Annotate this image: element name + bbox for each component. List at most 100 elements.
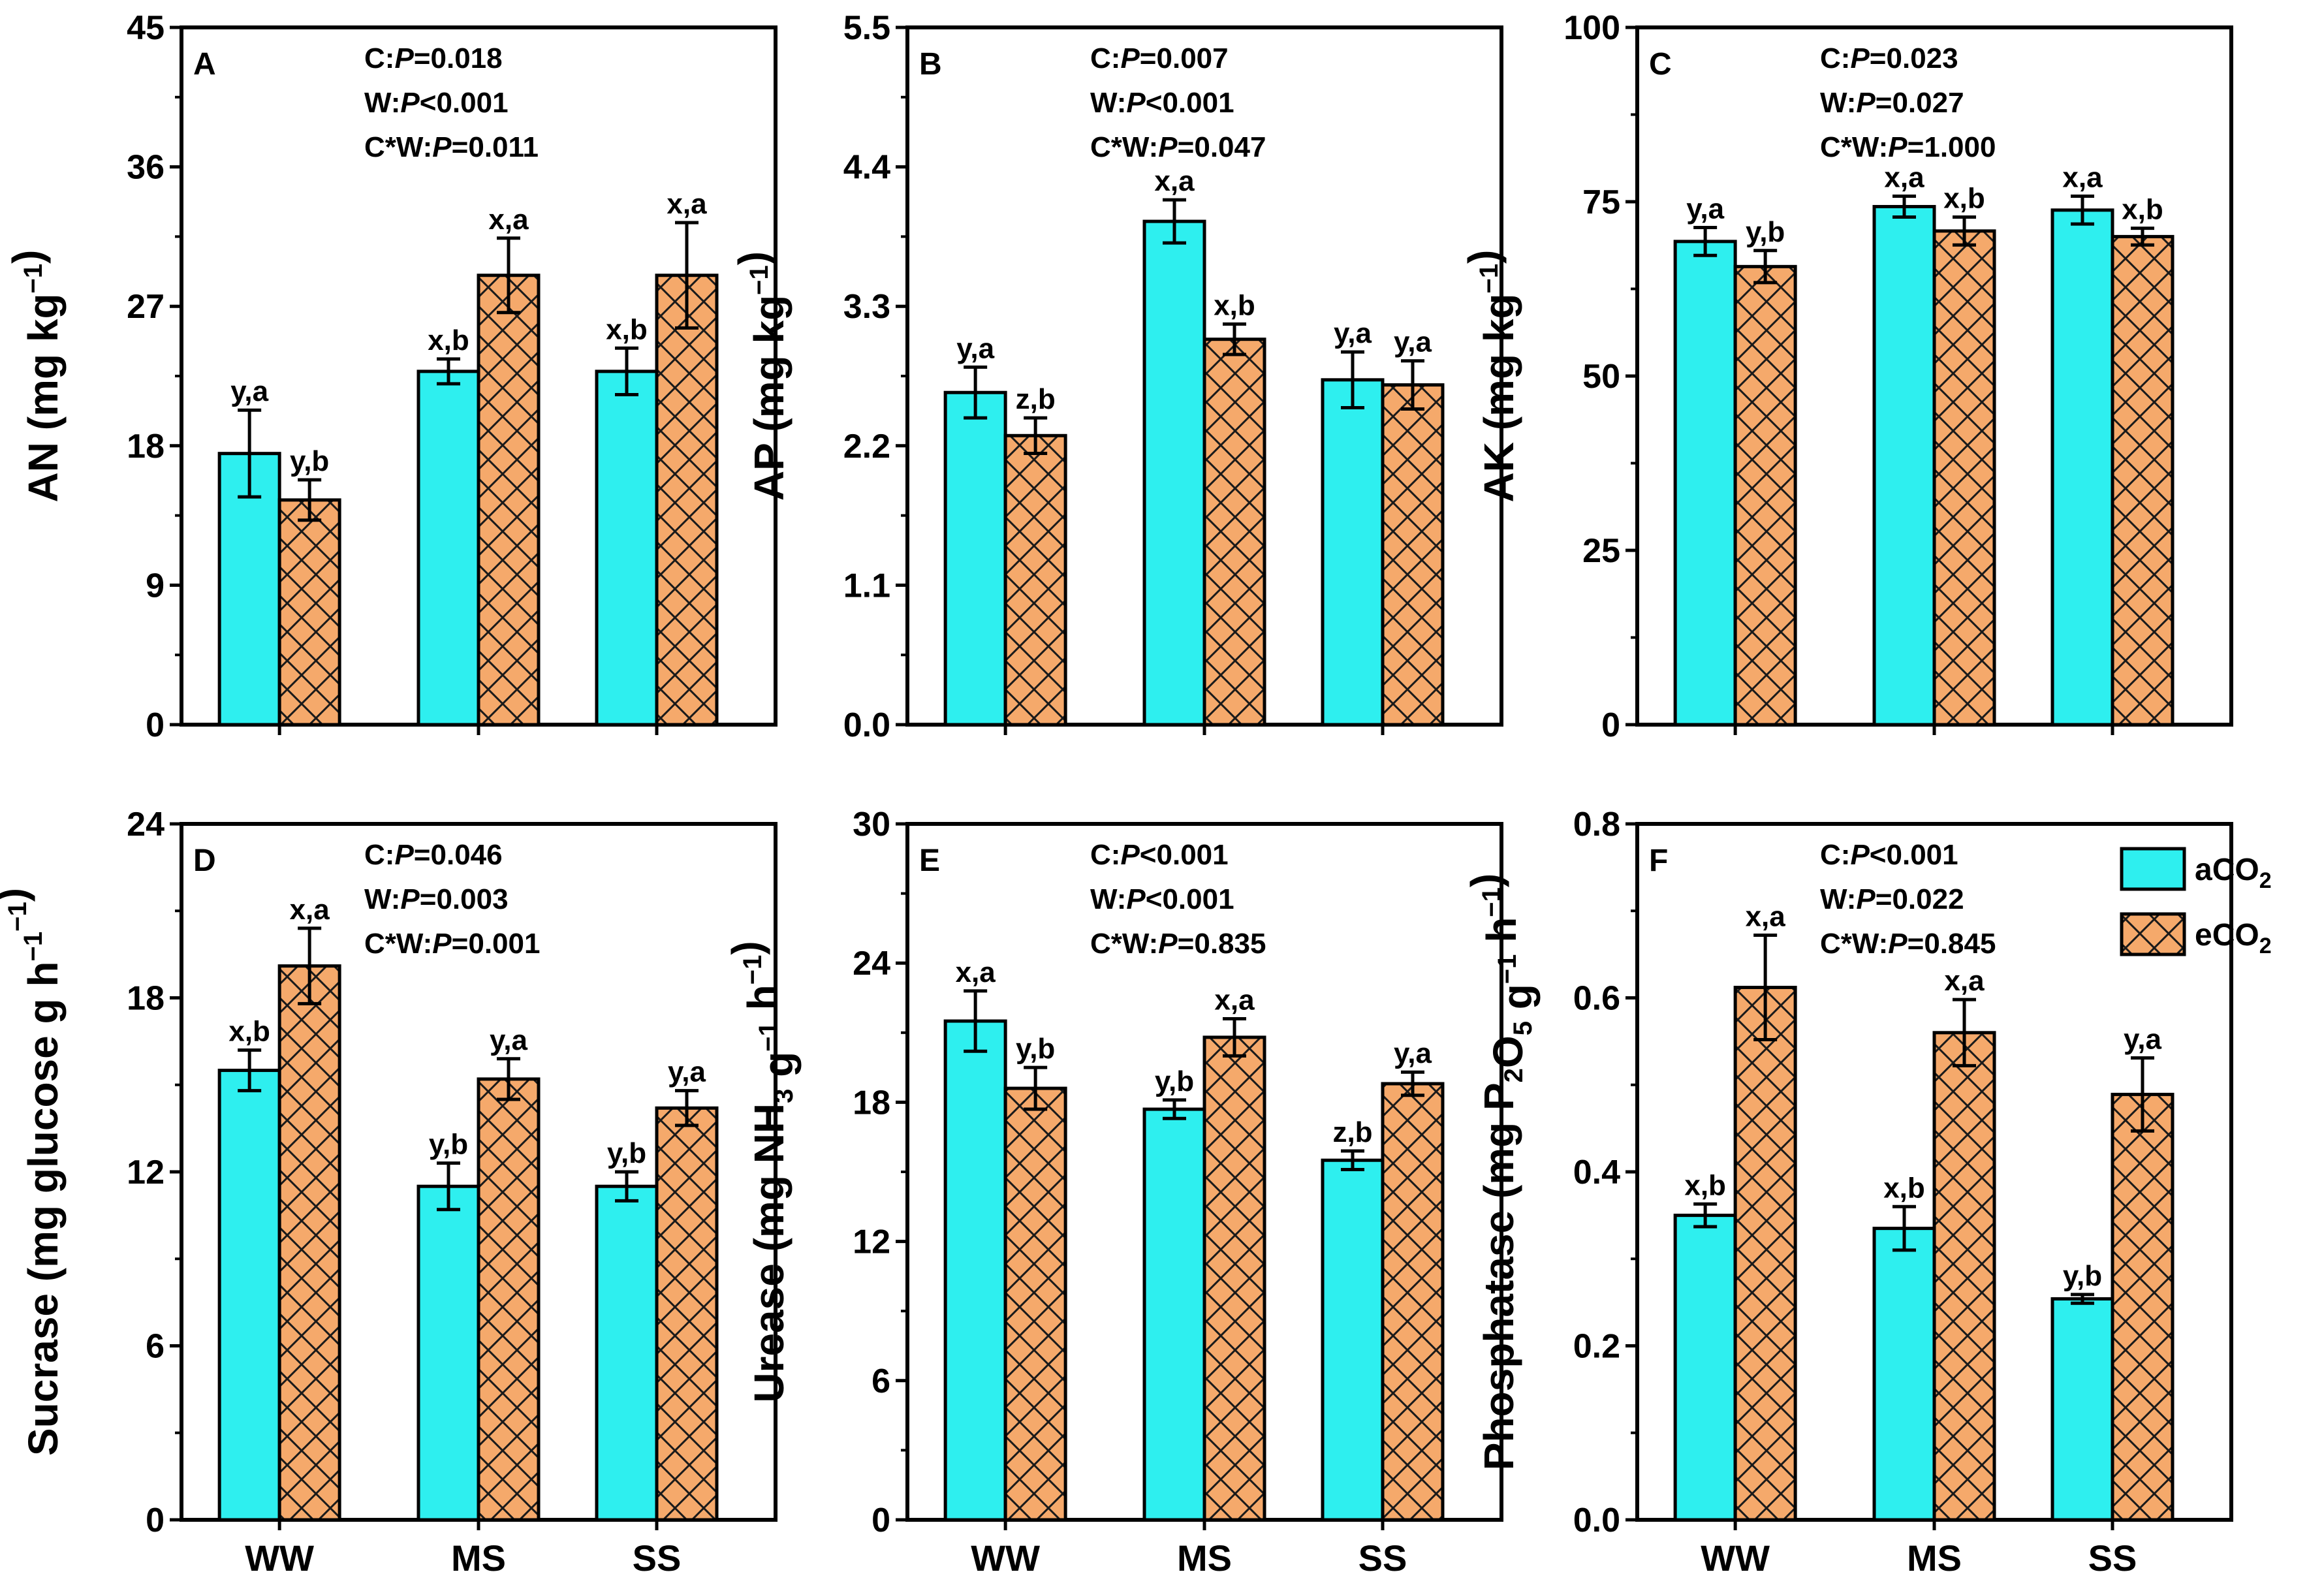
significance-label: x,a [1746, 901, 1786, 933]
bar-aco2-ss [2050, 208, 2114, 727]
y-tick-label: 0.4 [1573, 1154, 1620, 1191]
bar-eco2-ss [655, 1106, 719, 1522]
y-tick-label: 18 [853, 1084, 890, 1122]
y-axis-title: Sucrase (mg glucose g h−1−1) [0, 888, 67, 1456]
significance-label: y,a [1394, 326, 1432, 358]
bar-eco2-ms [477, 274, 541, 727]
chart-panel-a: 0 9 18 27 36 45 AN (mg kg−1) A C:P=0.018 W:P<0.00… [4, 9, 777, 744]
significance-label: x,b [1684, 1169, 1726, 1201]
y-tick-label: 5.5 [843, 9, 890, 47]
y-tick-label: 0 [146, 1502, 165, 1539]
chart-panel-c: 0 25 50 75 100 AK (mg kg−1) C C:P=0.023 W:P=0.02… [1460, 9, 2233, 744]
bar-aco2-ww [943, 1019, 1007, 1522]
significance-label: x,b [1214, 289, 1255, 321]
x-tick-label: WW [1701, 1537, 1770, 1574]
stat-annotation: C:P=0.046 [364, 839, 503, 871]
bar-eco2-ss [1381, 383, 1445, 727]
panel-letter: A [193, 47, 216, 82]
y-tick-label: 18 [127, 428, 165, 465]
x-tick-label: WW [245, 1537, 314, 1574]
significance-label: y,b [2063, 1260, 2102, 1292]
significance-label: y,a [1334, 317, 1372, 349]
legend-label: eCO2 [2195, 918, 2272, 958]
bar-eco2-ms [1932, 229, 1996, 727]
y-tick-label: 9 [146, 567, 165, 605]
y-tick-label: 0.2 [1573, 1328, 1620, 1366]
y-tick-label: 36 [127, 149, 165, 187]
y-tick-label: 0 [1601, 706, 1620, 744]
bar-aco2-ms [1142, 1107, 1206, 1522]
bar-eco2-ww [1733, 264, 1797, 727]
stat-annotation: W:P=0.022 [1820, 883, 1964, 915]
significance-label: x,a [956, 956, 996, 988]
x-tick-label: SS [633, 1537, 682, 1574]
y-tick-label: 2.2 [843, 428, 890, 465]
stat-annotation: C*W:P=1.000 [1820, 131, 1996, 163]
bar-aco2-ms [1872, 1227, 1936, 1522]
significance-label: y,b [1746, 216, 1785, 248]
x-tick-label: WW [971, 1537, 1040, 1574]
y-tick-label: 0 [872, 1502, 890, 1539]
bar-aco2-ww [1673, 1214, 1737, 1522]
stat-annotation: W:P=0.027 [1820, 87, 1964, 119]
bar-aco2-ss [1321, 1158, 1385, 1522]
stat-annotation: C*W:P=0.047 [1090, 131, 1266, 163]
significance-label: z,b [1332, 1116, 1372, 1148]
x-tick-label: SS [2088, 1537, 2137, 1574]
significance-label: x,a [1884, 161, 1924, 193]
y-tick-label: 3.3 [843, 288, 890, 326]
y-tick-label: 12 [853, 1223, 890, 1261]
y-tick-label: 0.6 [1573, 980, 1620, 1018]
legend-swatch [2120, 847, 2186, 891]
bar-eco2-ms [1202, 1035, 1266, 1522]
stat-annotation: C*W:P=0.845 [1820, 928, 1996, 960]
significance-label: y,b [1155, 1065, 1194, 1097]
panel-letter: D [193, 843, 216, 878]
y-tick-label: 0.0 [1573, 1502, 1620, 1539]
y-axis-title: Urease (mg NH3 g−1 h−1) [723, 941, 802, 1402]
chart-panel-b: 0.0 1.1 2.2 3.3 4.4 5.5 AP (mg kg−1) B C:P=0.007… [730, 9, 1503, 744]
stat-annotation: W:P=0.003 [364, 883, 509, 915]
bar-aco2-ww [217, 452, 281, 727]
stat-annotation: C*W:P=0.835 [1090, 928, 1266, 960]
stat-annotation: W:P<0.001 [1090, 883, 1234, 915]
x-tick-label: MS [451, 1537, 506, 1574]
bar-aco2-ms [1142, 219, 1206, 727]
y-tick-label: 100 [1563, 9, 1620, 47]
y-tick-label: 27 [127, 288, 165, 326]
bar-aco2-ms [416, 1184, 480, 1522]
bar-aco2-ss [595, 370, 659, 727]
bar-aco2-ss [2050, 1297, 2114, 1522]
significance-label: y,a [956, 332, 994, 364]
bar-eco2-ww [277, 498, 341, 727]
bar-aco2-ms [416, 370, 480, 727]
y-tick-label: 6 [146, 1328, 165, 1366]
y-tick-label: 50 [1582, 358, 1620, 396]
y-tick-label: 45 [127, 9, 165, 47]
x-tick-label: MS [1907, 1537, 1962, 1574]
bar-aco2-ss [595, 1184, 659, 1522]
stat-annotation: C:P=0.018 [364, 42, 503, 74]
significance-label: y,b [290, 445, 329, 477]
y-axis-title: AK (mg kg−1) [1460, 250, 1522, 503]
bar-aco2-ss [1321, 378, 1385, 727]
significance-label: x,a [2062, 161, 2103, 193]
significance-label: x,b [606, 313, 648, 345]
y-axis-title: AN (mg kg−1) [4, 250, 67, 503]
significance-label: y,b [1016, 1033, 1055, 1065]
bar-eco2-ww [1003, 1086, 1067, 1522]
significance-label: x,a [1214, 984, 1255, 1016]
y-tick-label: 0 [146, 706, 165, 744]
y-tick-label: 1.1 [843, 567, 890, 605]
bar-eco2-ss [2111, 1092, 2175, 1522]
significance-label: y,b [607, 1137, 646, 1169]
y-axis-title: Phosphatase (mg P2O5 g−1 h−1) [1462, 874, 1541, 1470]
legend-label: aCO2 [2195, 853, 2272, 893]
y-tick-label: 25 [1582, 532, 1620, 570]
y-tick-label: 18 [127, 980, 165, 1018]
significance-label: x,a [1154, 165, 1195, 197]
bar-eco2-ss [655, 274, 719, 727]
legend: aCO2 eCO2 [2120, 847, 2272, 958]
y-tick-label: 0.0 [843, 706, 890, 744]
significance-label: x,b [2122, 194, 2163, 226]
